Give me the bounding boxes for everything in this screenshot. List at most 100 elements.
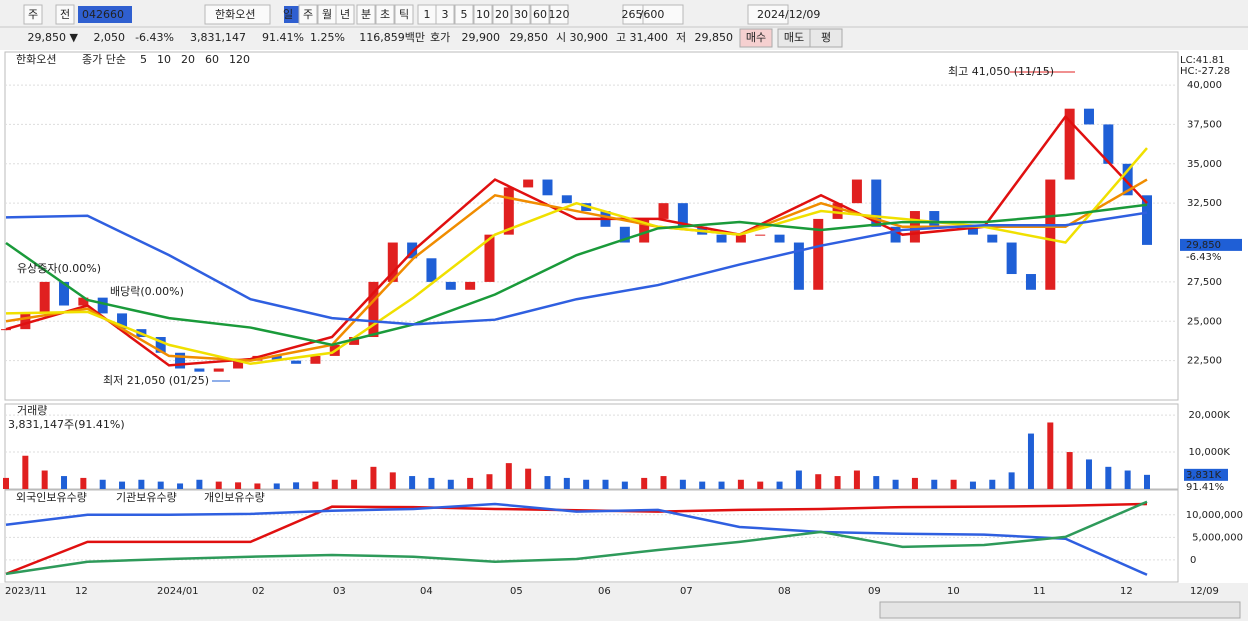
candle [774, 234, 785, 243]
candle [387, 242, 398, 282]
highlight [78, 6, 132, 23]
button[interactable] [23, 4, 43, 25]
button[interactable] [394, 4, 414, 25]
volume-bar [157, 481, 164, 489]
candle [793, 242, 804, 290]
x-tick-label: 03 [333, 586, 346, 597]
toolbar-item: 60 [533, 8, 547, 21]
y-tick-label: 40,000 [1187, 80, 1222, 91]
candle [445, 281, 456, 290]
toolbar-item: 전 [60, 8, 70, 21]
info-item: 평 [821, 31, 831, 44]
candle [155, 337, 166, 353]
x-tick-label: 10 [947, 586, 960, 597]
legend-entry: 60 [205, 53, 219, 66]
button[interactable] [204, 4, 271, 25]
button[interactable] [454, 4, 474, 25]
volume-bar [467, 477, 474, 489]
candle [871, 179, 882, 227]
button[interactable] [549, 4, 569, 25]
info-item: 29,850 [695, 31, 734, 44]
volume-bar [950, 479, 957, 489]
y-tick-label: 22,500 [1187, 356, 1222, 367]
volume-bar [911, 477, 918, 489]
legend-entry: 기관보유수량 [116, 491, 177, 504]
info-item: 31,400 [630, 31, 669, 44]
info-item: -6.43% [135, 31, 174, 44]
volume-bar [3, 477, 9, 489]
button[interactable] [335, 4, 355, 25]
candle [890, 226, 901, 243]
candle [619, 226, 630, 243]
candle [78, 297, 89, 306]
y-tick-label: 32,500 [1187, 198, 1222, 209]
volume-bar [389, 472, 396, 489]
candle [175, 352, 186, 369]
info-item: 29,850 [510, 31, 549, 44]
button[interactable] [473, 4, 493, 25]
volume-bar [699, 481, 706, 489]
candle [97, 297, 108, 314]
candle [271, 355, 282, 361]
holding-line [5, 502, 1148, 576]
toolbar-item: 120 [549, 8, 570, 21]
button[interactable] [356, 4, 376, 25]
volume-bar [815, 474, 822, 489]
candle [987, 234, 998, 243]
volume-bar [177, 483, 184, 489]
volume-bar [447, 479, 454, 489]
button[interactable] [809, 28, 843, 48]
volume-bar [41, 470, 48, 489]
button[interactable] [298, 4, 318, 25]
info-item: 저 [676, 31, 686, 44]
toolbar-item: 월 [322, 8, 332, 21]
volume-bar [989, 479, 996, 489]
info-item: 시 [556, 31, 566, 44]
volume-bar [138, 479, 145, 489]
legend-entry: 5 [140, 53, 147, 66]
current-change: -6.43% [1186, 252, 1221, 263]
event-label: 배당락(0.00%) [110, 285, 184, 298]
button[interactable] [511, 4, 531, 25]
button[interactable] [530, 4, 550, 25]
info-item: 29,900 [462, 31, 501, 44]
volume-bar [273, 483, 280, 489]
toolbar-item: 042660 [82, 8, 124, 21]
volume-bar [1144, 474, 1150, 489]
button[interactable] [642, 4, 684, 25]
volume-bar [892, 479, 899, 489]
scroll-controls[interactable] [879, 601, 1241, 619]
y-tick-label: 20,000K [1188, 410, 1230, 421]
toolbar-item: 265 [622, 8, 643, 21]
volume-bar [641, 477, 648, 489]
info-item: 매수 [746, 31, 766, 44]
volume-bar [563, 477, 570, 489]
volume-bar [660, 476, 667, 489]
candle [677, 203, 688, 227]
toolbar-item: 년 [340, 8, 350, 21]
x-tick-label: 05 [510, 586, 523, 597]
legend-entry: 외국인보유수량 [16, 491, 87, 504]
button[interactable] [492, 4, 512, 25]
highlight [284, 6, 300, 23]
button[interactable] [55, 4, 75, 25]
button[interactable] [739, 28, 773, 48]
button[interactable] [435, 4, 455, 25]
button[interactable] [375, 4, 395, 25]
candle [1064, 108, 1075, 180]
volume-bar [602, 479, 609, 489]
holding-line [5, 502, 1148, 576]
volume-bar [776, 481, 783, 489]
y-tick-label: 10,000K [1188, 447, 1230, 458]
info-item: 1.25% [310, 31, 345, 44]
volume-bar [486, 474, 493, 489]
candle [716, 234, 727, 243]
candle [561, 195, 572, 204]
candle [426, 258, 437, 282]
info-item: 2,050 [94, 31, 126, 44]
candle [1122, 163, 1133, 196]
toolbar-item: 2024/12/09 [757, 8, 820, 21]
button[interactable] [747, 4, 789, 25]
current-price-box [1180, 238, 1242, 251]
candle [1006, 242, 1017, 275]
